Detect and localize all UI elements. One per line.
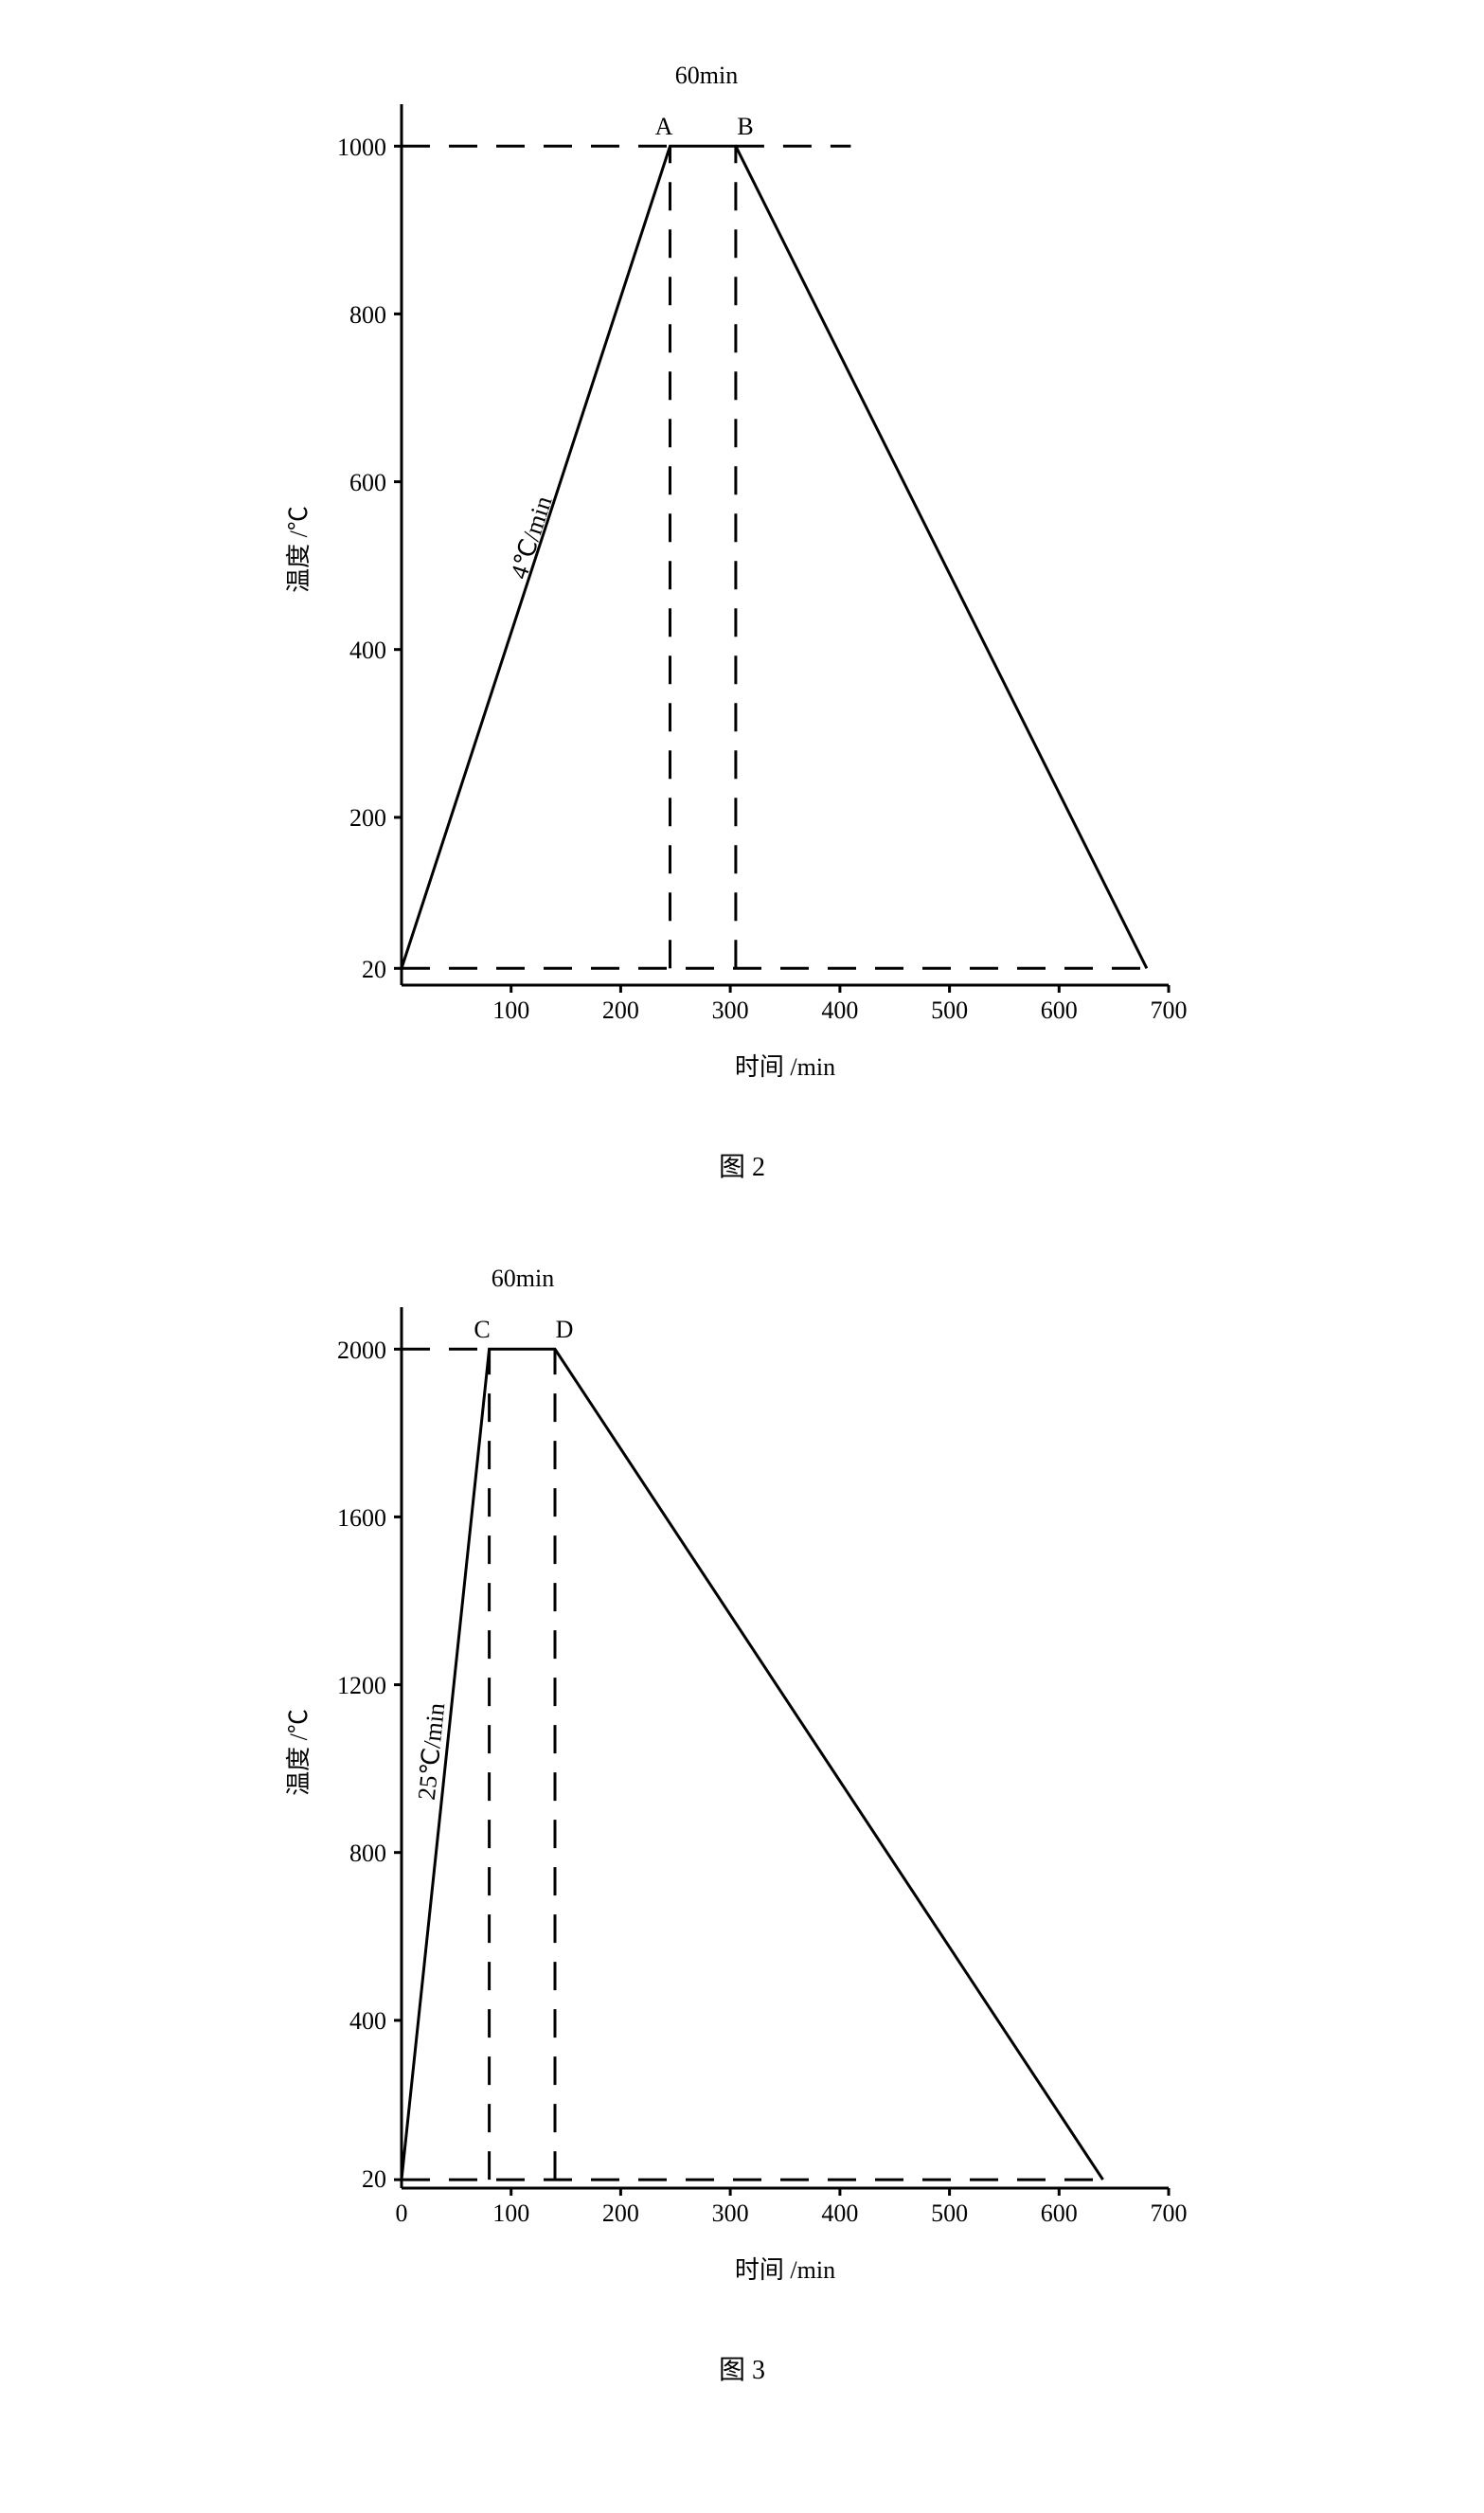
chart2-container: 20 200 400 600 800 1000 100 200 300 bbox=[38, 38, 1446, 1184]
chart2-ytick-800: 800 bbox=[349, 301, 386, 329]
chart3-ylabel: 温度 /℃ bbox=[285, 1709, 313, 1796]
chart3-ytick-20: 20 bbox=[362, 2165, 386, 2193]
chart2-caption: 图 2 bbox=[38, 1146, 1446, 1184]
chart3-xtick-0: 0 bbox=[395, 2199, 407, 2227]
chart3-ramp-label: 25℃/min bbox=[412, 1701, 450, 1801]
chart2-point-b: B bbox=[737, 113, 753, 140]
chart2-ytick-200: 200 bbox=[349, 804, 386, 832]
chart2-yticks: 20 200 400 600 800 1000 bbox=[337, 134, 402, 983]
chart2-xtick-500: 500 bbox=[931, 996, 968, 1024]
chart3-xlabel: 时间 /min bbox=[734, 2256, 834, 2284]
chart2-axes: 20 200 400 600 800 1000 100 200 300 bbox=[337, 104, 1188, 1024]
chart2-xticks: 100 200 300 400 500 600 700 bbox=[492, 985, 1187, 1024]
chart2-ytick-400: 400 bbox=[349, 637, 386, 664]
chart2-plateau-label: 60min bbox=[674, 62, 737, 89]
chart3-xtick-200: 200 bbox=[601, 2199, 638, 2227]
chart3-axes: 20 400 800 1200 1600 2000 0 100 200 bbox=[337, 1307, 1188, 2227]
chart2-xtick-300: 300 bbox=[711, 996, 748, 1024]
chart2-ytick-600: 600 bbox=[349, 469, 386, 496]
chart3-xticks: 0 100 200 300 400 500 600 700 bbox=[395, 2188, 1187, 2227]
chart3-container: 20 400 800 1200 1600 2000 0 100 200 bbox=[38, 1241, 1446, 2387]
chart2-xtick-200: 200 bbox=[601, 996, 638, 1024]
chart3-ytick-800: 800 bbox=[349, 1840, 386, 1867]
chart3-xtick-600: 600 bbox=[1040, 2199, 1077, 2227]
chart3-xtick-100: 100 bbox=[492, 2199, 529, 2227]
chart3-dashlines bbox=[402, 1349, 1103, 2180]
chart3-series bbox=[402, 1349, 1103, 2180]
chart2-ytick-1000: 1000 bbox=[337, 134, 386, 161]
chart2-ramp-label: 4℃/min bbox=[505, 493, 557, 582]
chart3-ytick-2000: 2000 bbox=[337, 1337, 386, 1364]
chart3-ytick-1200: 1200 bbox=[337, 1672, 386, 1699]
chart2-xtick-400: 400 bbox=[821, 996, 858, 1024]
chart3-yticks: 20 400 800 1200 1600 2000 bbox=[337, 1337, 402, 2193]
chart2-xtick-600: 600 bbox=[1040, 996, 1077, 1024]
chart2-xtick-100: 100 bbox=[492, 996, 529, 1024]
chart3-xtick-300: 300 bbox=[711, 2199, 748, 2227]
chart3-point-c: C bbox=[474, 1316, 490, 1343]
chart3-caption: 图 3 bbox=[38, 2349, 1446, 2387]
chart3-ytick-400: 400 bbox=[349, 2007, 386, 2035]
chart3-point-d: D bbox=[555, 1316, 573, 1343]
chart2-ylabel: 温度 /℃ bbox=[285, 506, 313, 593]
chart2-ytick-20: 20 bbox=[362, 956, 386, 983]
chart3-xtick-500: 500 bbox=[931, 2199, 968, 2227]
chart2-xlabel: 时间 /min bbox=[734, 1053, 834, 1081]
chart3-svg: 20 400 800 1200 1600 2000 0 100 200 bbox=[269, 1241, 1216, 2330]
chart3-plateau-label: 60min bbox=[491, 1265, 553, 1292]
chart2-xtick-700: 700 bbox=[1150, 996, 1187, 1024]
chart3-xtick-700: 700 bbox=[1150, 2199, 1187, 2227]
chart3-xtick-400: 400 bbox=[821, 2199, 858, 2227]
chart3-ytick-1600: 1600 bbox=[337, 1504, 386, 1532]
chart2-point-a: A bbox=[654, 113, 672, 140]
chart2-svg: 20 200 400 600 800 1000 100 200 300 bbox=[269, 38, 1216, 1127]
